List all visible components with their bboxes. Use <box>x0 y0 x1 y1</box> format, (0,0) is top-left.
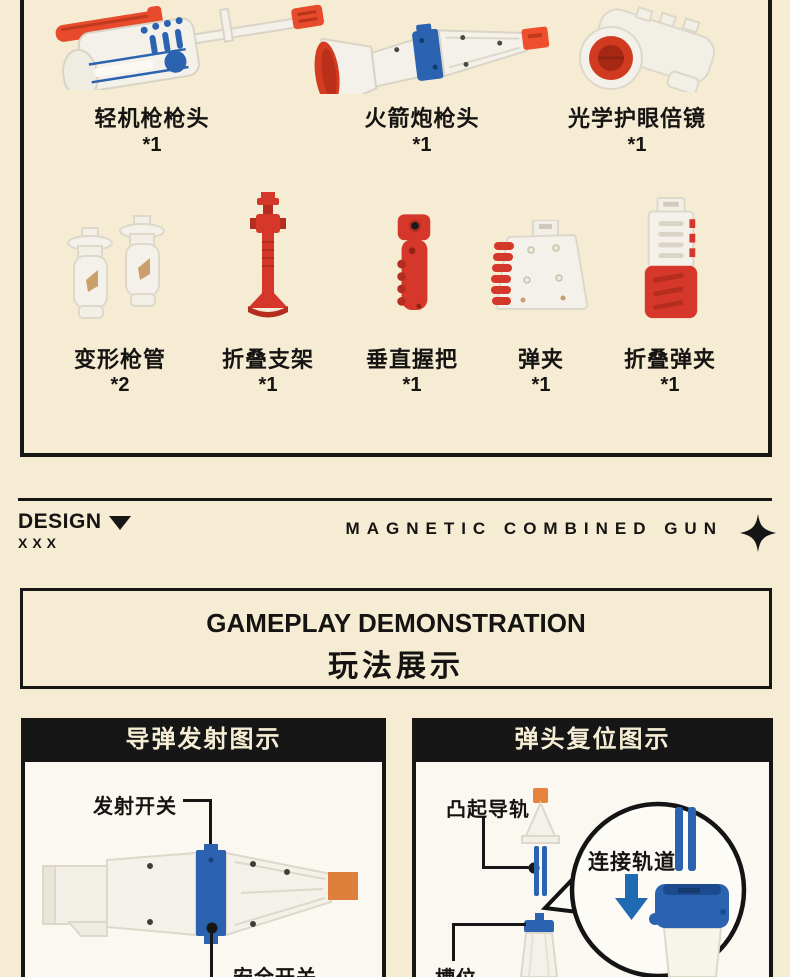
part-count: *1 <box>627 134 647 156</box>
gameplay-title-en: GAMEPLAY DEMONSTRATION <box>206 608 586 638</box>
vertical-grip-illustration <box>397 214 431 310</box>
warhead-reset-panel-header: 弹头复位图示 <box>412 718 773 762</box>
part-name: 折叠支架 <box>221 347 314 372</box>
part-count: *2 <box>110 374 130 396</box>
part-name: 火箭炮枪头 <box>364 106 480 131</box>
part-count: *1 <box>402 374 422 396</box>
light-machine-gun-head-illustration <box>55 4 325 90</box>
rocket-launcher-head-illustration <box>314 23 550 94</box>
warhead-reset-panel-body: 凸起导轨 连接轨道 槽位 <box>412 762 773 977</box>
part-name: 折叠弹夹 <box>623 347 716 372</box>
part-count: *1 <box>258 374 278 396</box>
part-count: *1 <box>531 374 551 396</box>
missile-launch-panel-body: 发射开关 安全开关 <box>21 762 386 977</box>
safety-switch-label: 安全开关 <box>233 961 317 977</box>
missile-launch-panel: 导弹发射图示 发 <box>21 718 386 977</box>
design-subtitle: XXX <box>18 535 62 551</box>
fire-switch-label: 发射开关 <box>93 796 177 818</box>
parts-list-box: 轻机枪枪头 *1 火箭炮枪头 *1 光学护眼倍镜 *1 <box>20 0 772 457</box>
warhead-reset-illustration <box>452 788 747 977</box>
part-name: 变形枪管 <box>73 347 166 372</box>
tagline: MAGNETIC COMBINED GUN <box>345 519 723 538</box>
section-divider <box>18 498 772 501</box>
magazine-illustration <box>491 220 589 310</box>
four-point-star-icon <box>740 514 776 552</box>
design-heading: DESIGN <box>18 510 131 534</box>
slot-label: 槽位 <box>435 962 477 977</box>
part-name: 轻机枪枪头 <box>94 106 210 131</box>
raised-rail-label: 凸起导轨 <box>446 799 530 821</box>
missile-launch-panel-header: 导弹发射图示 <box>21 718 386 762</box>
folding-stand-illustration <box>248 192 288 318</box>
gameplay-title-box: GAMEPLAY DEMONSTRATION 玩法展示 <box>20 588 772 689</box>
optical-scope-illustration <box>579 6 715 92</box>
part-name: 光学护眼倍镜 <box>567 106 706 131</box>
warhead-reset-panel: 弹头复位图示 <box>412 718 773 977</box>
part-name: 弹夹 <box>517 347 564 372</box>
part-name: 垂直握把 <box>365 347 458 372</box>
part-count: *1 <box>142 134 162 156</box>
gameplay-title-zh: 玩法展示 <box>328 650 464 683</box>
connect-track-label: 连接轨道 <box>588 851 676 874</box>
design-heading-text: DESIGN <box>18 510 102 533</box>
folding-magazine-illustration <box>644 196 698 319</box>
missile-illustration <box>42 799 358 977</box>
part-count: *1 <box>660 374 680 396</box>
triangle-down-icon <box>108 516 131 530</box>
part-count: *1 <box>412 134 432 156</box>
transform-barrels-illustration <box>67 215 165 319</box>
